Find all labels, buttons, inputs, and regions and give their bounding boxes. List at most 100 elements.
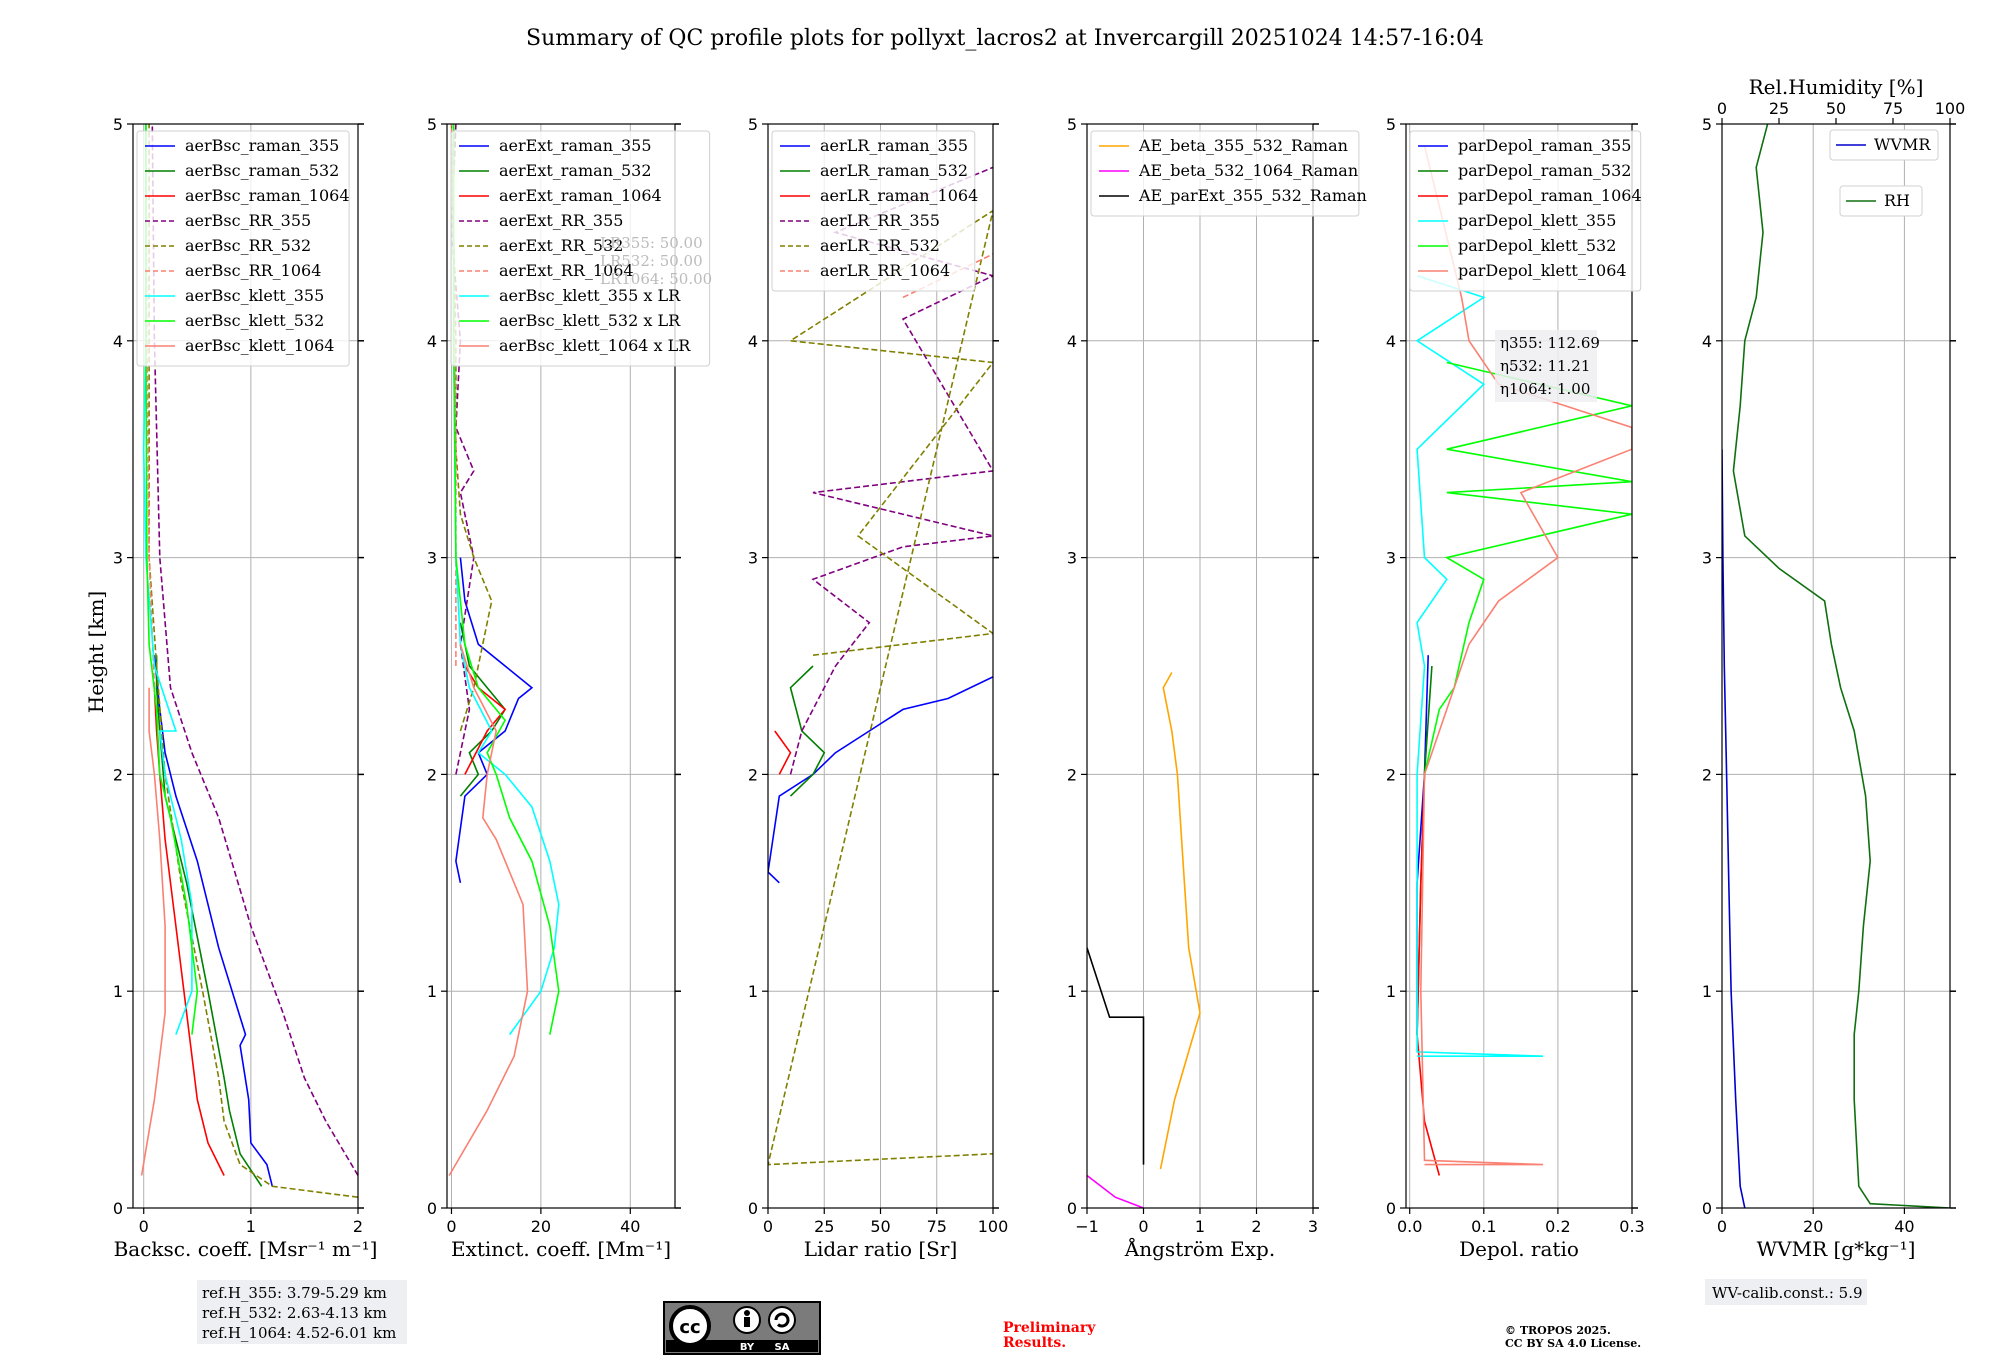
x-tick-label: 2 [1251, 1217, 1261, 1236]
y-tick-label: 1 [1386, 982, 1396, 1001]
ref-height-box: ref.H_355: 3.79-5.29 km ref.H_532: 2.63-… [197, 1280, 407, 1344]
y-tick-label: 3 [1386, 549, 1396, 568]
y-tick-label: 1 [1702, 982, 1712, 1001]
legend-label: parDepol_raman_355 [1458, 136, 1631, 155]
sa-share-icon [768, 1306, 796, 1334]
copyright-line-2: CC BY SA 4.0 License. [1505, 1337, 1641, 1350]
preliminary-line-2: Results. [1003, 1335, 1066, 1351]
x-axis-label: WVMR [g*kg⁻¹] [1757, 1237, 1916, 1261]
series-ae-beta-355-532-raman [1159, 672, 1201, 1170]
legend-label: parDepol_raman_1064 [1458, 186, 1642, 205]
legend-label: parDepol_klett_1064 [1458, 261, 1627, 280]
lr-532-note: LR532: 50.00 [600, 252, 703, 270]
x-tick-label: 20 [531, 1217, 551, 1236]
series-aerbsc-klett-355 [142, 124, 193, 1035]
legend-label: aerLR_raman_532 [820, 161, 968, 180]
preliminary-line-1: Preliminary [1003, 1320, 1096, 1336]
y-tick-label: 2 [1702, 765, 1712, 784]
legend-label: aerBsc_klett_532 [185, 311, 324, 330]
y-tick-label: 0 [1067, 1199, 1077, 1218]
y-tick-label: 3 [113, 549, 123, 568]
x-tick-label: 3 [1308, 1217, 1318, 1236]
y-tick-label: 5 [427, 115, 437, 134]
axes-frame [1405, 123, 1633, 1209]
y-tick-label: 5 [1067, 115, 1077, 134]
series-aerbsc-raman-532 [155, 655, 263, 1187]
y-tick-label: 0 [1386, 1199, 1396, 1218]
legend-label: aerLR_raman_355 [820, 136, 968, 155]
x-tick-label: 2 [353, 1217, 363, 1236]
series-pardepol-klett-1064 [1419, 145, 1632, 1166]
legend-label: aerBsc_klett_355 x LR [499, 286, 681, 305]
x2-tick-label: 0 [1717, 99, 1727, 118]
y-tick-label: 5 [1386, 115, 1396, 134]
series-pardepol-klett-355 [1415, 275, 1544, 1057]
legend: aerLR_raman_355 aerLR_raman_532 aerLR_rama… [771, 130, 978, 292]
cc-icon [669, 1305, 711, 1347]
legend-label: aerBsc_raman_355 [185, 136, 339, 155]
legend-label: AE_beta_355_532_Raman [1138, 136, 1348, 155]
series-aerlr-raman-355 [768, 676, 993, 884]
y-tick-label: 3 [427, 549, 437, 568]
x2-tick-label: 50 [1826, 99, 1846, 118]
lr-355-note: LR355: 50.00 [600, 234, 703, 252]
series-aerext-raman-355 [455, 557, 534, 883]
legend-label: aerBsc_RR_532 [185, 236, 311, 255]
legend-label: aerBsc_raman_1064 [185, 186, 350, 205]
legend-label: aerBsc_raman_532 [185, 161, 339, 180]
legend-label: RH [1884, 191, 1910, 210]
series-ae-parext-355-532-raman [1087, 947, 1145, 1165]
ref-height-355: ref.H_355: 3.79-5.29 km [202, 1284, 387, 1302]
x-tick-label: 0 [1138, 1217, 1148, 1236]
legend: AE_beta_355_532_Raman AE_beta_532_1064_Ra… [1090, 130, 1367, 217]
x-tick-label: 0 [446, 1217, 456, 1236]
y-tick-label: 1 [748, 982, 758, 1001]
y-tick-label: 1 [113, 982, 123, 1001]
y-tick-label: 4 [1067, 332, 1077, 351]
x-tick-label: 40 [1894, 1217, 1914, 1236]
y-tick-label: 2 [427, 765, 437, 784]
lr-1064-note: LR1064: 50.00 [600, 270, 712, 288]
by-label: BY [740, 1342, 755, 1353]
x-tick-label: 1 [246, 1217, 256, 1236]
legend-label: aerBsc_klett_532 x LR [499, 311, 681, 330]
x-tick-label: −1 [1075, 1217, 1099, 1236]
x-tick-label: 0 [139, 1217, 149, 1236]
eta-box: η355: 112.69 η532: 11.21 η1064: 1.00 [1495, 330, 1600, 402]
x-tick-label: 0.1 [1471, 1217, 1496, 1236]
legend-label: aerExt_RR_1064 [499, 261, 634, 280]
y-tick-label: 0 [427, 1199, 437, 1218]
x-tick-label: 75 [927, 1217, 947, 1236]
legend-label: aerLR_RR_355 [820, 211, 940, 230]
series-pardepol-klett-532 [1423, 361, 1632, 775]
series-aerlr-raman-1064 [774, 730, 792, 775]
y-tick-label: 1 [427, 982, 437, 1001]
x2-axis-label: Rel.Humidity [%] [1749, 75, 1924, 99]
series-ae-beta-532-1064-raman [1087, 1174, 1144, 1208]
series-aerbsc-klett-532-x-lr [452, 124, 560, 1035]
x2-tick-label: 75 [1883, 99, 1903, 118]
series-aerlr-raman-532 [789, 665, 826, 797]
x-axis-label: Lidar ratio [Sr] [804, 1237, 958, 1261]
y-tick-label: 3 [1702, 549, 1712, 568]
legend-label: aerBsc_klett_1064 [185, 336, 334, 355]
legend-label: aerExt_raman_1064 [499, 186, 662, 205]
y-tick-label: 2 [748, 765, 758, 784]
legend-label: aerExt_RR_355 [499, 211, 623, 230]
legend: aerBsc_raman_355 aerBsc_raman_532 aerBsc_r… [136, 130, 350, 367]
eta-1064: η1064: 1.00 [1500, 380, 1590, 398]
series-aerlr-rr-355 [789, 166, 993, 775]
legend-label: parDepol_klett_532 [1458, 236, 1616, 255]
x-tick-label: 100 [978, 1217, 1009, 1236]
x-axis-label: Extinct. coeff. [Mm⁻¹] [451, 1237, 671, 1261]
series-aerext-raman-1064 [464, 665, 507, 775]
series-aerbsc-rr-532 [148, 124, 358, 1198]
legend-label: aerBsc_klett_355 [185, 286, 324, 305]
series-aerlr-rr-532 [768, 209, 993, 1166]
series-wvmr [1722, 449, 1746, 1208]
wv-calib-box: WV-calib.const.: 5.9 [1705, 1279, 1867, 1305]
x-tick-label: 0.0 [1397, 1217, 1422, 1236]
y-tick-label: 4 [113, 332, 123, 351]
